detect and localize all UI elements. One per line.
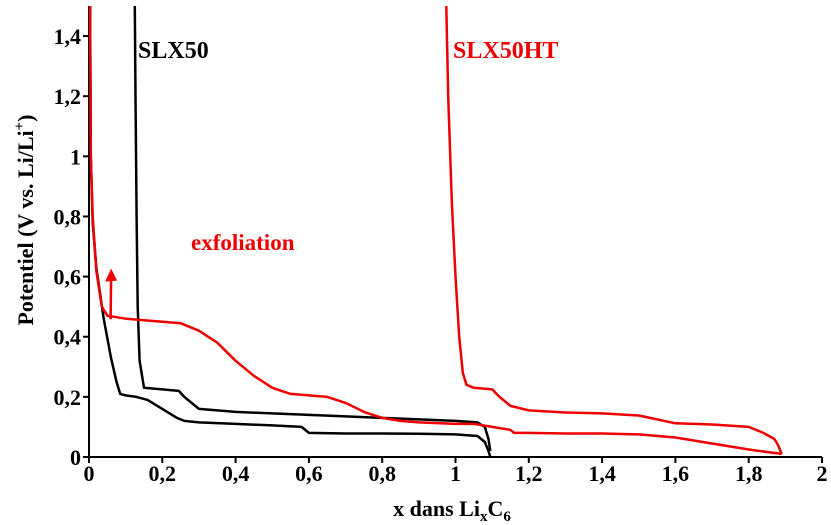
- x-tick-label: 0,8: [368, 461, 396, 486]
- series-line-slx50ht-2: [445, 5, 783, 455]
- series-line-slx50-1: [88, 5, 492, 458]
- y-tick-label: 0,4: [54, 325, 82, 350]
- annotation-arrow: [105, 268, 118, 320]
- y-axis-title-sup: +: [12, 122, 28, 131]
- y-tick-label: 0,6: [54, 265, 82, 290]
- series-line-slx50ht-1: [88, 5, 782, 456]
- y-axis-title: Potentiel (V vs. Li/Li+): [12, 114, 38, 325]
- x-tick-labels: 0 0,2 0,4 0,6 0,8 1 1,2 1,4 1,6 1,8 2: [84, 461, 828, 486]
- series-group: [88, 5, 783, 458]
- x-tick-label: 0,2: [149, 461, 177, 486]
- y-axis-title-main: Potentiel (V vs. Li/Li: [13, 130, 38, 325]
- series-label-slx50ht: SLX50HT: [453, 38, 558, 64]
- grid-and-axes: [83, 6, 823, 463]
- y-tick-label: 1,4: [54, 24, 82, 49]
- x-tick-label: 2: [817, 461, 828, 486]
- x-tick-label: 1,2: [515, 461, 543, 486]
- x-tick-label: 1,4: [588, 461, 616, 486]
- x-axis-title-main: x dans Li: [393, 496, 480, 521]
- annotation-arrow-head: [105, 268, 118, 282]
- x-axis-title-sub1: x: [480, 509, 488, 525]
- x-axis-title: x dans LixC6: [393, 496, 511, 525]
- series-line-slx50-2: [133, 5, 492, 452]
- x-axis-title-sub2: 6: [503, 509, 511, 525]
- x-tick-label: 0: [84, 461, 95, 486]
- y-tick-label: 0,8: [54, 204, 82, 229]
- x-tick-label: 1: [450, 461, 461, 486]
- annotation-exfoliation: exfoliation: [191, 230, 295, 255]
- y-tick-label: 0: [70, 445, 81, 470]
- x-axis-title-mid: C: [487, 496, 503, 521]
- y-tick-label: 1: [70, 144, 81, 169]
- series-label-slx50: SLX50: [138, 38, 209, 64]
- y-tick-label: 1,2: [54, 84, 82, 109]
- y-tick-labels: 0 0,2 0,4 0,6 0,8 1 1,2 1,4: [54, 24, 82, 470]
- x-tick-label: 0,4: [222, 461, 250, 486]
- y-tick-label: 0,2: [54, 385, 82, 410]
- x-tick-label: 1,6: [662, 461, 690, 486]
- x-tick-label: 1,8: [735, 461, 763, 486]
- y-axis-title-end: ): [13, 114, 38, 121]
- x-tick-label: 0,6: [295, 461, 323, 486]
